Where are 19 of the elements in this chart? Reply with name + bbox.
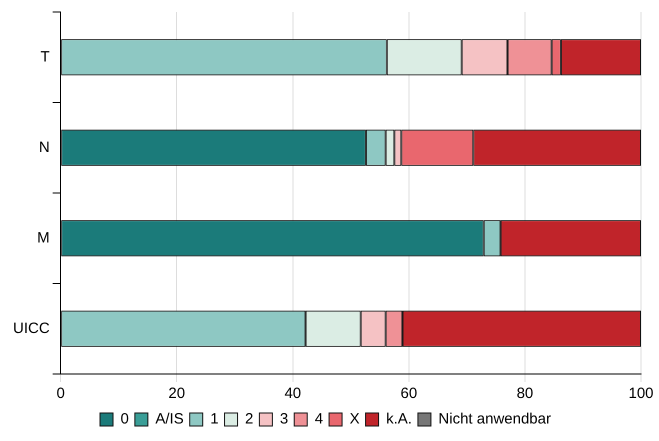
legend-label: A/IS: [155, 410, 184, 428]
x-tick-label: 60: [400, 385, 418, 402]
legend-label: X: [350, 410, 360, 428]
legend-label: Nicht anwendbar: [438, 410, 551, 428]
x-tick-label: 80: [516, 385, 534, 402]
x-tick-label: 40: [284, 385, 302, 402]
x-tick-label: 100: [628, 385, 654, 402]
x-tick-label: 20: [168, 385, 186, 402]
legend-label: 1: [210, 410, 219, 428]
legend-label: k.A.: [386, 410, 412, 428]
y-tick-label: T: [40, 48, 50, 66]
legend-label: 3: [280, 410, 288, 428]
legend-label: 4: [314, 410, 324, 428]
x-tick-label: 0: [56, 385, 65, 402]
legend-label: 0: [120, 410, 129, 428]
y-tick-label: N: [38, 138, 50, 156]
y-tick-label: M: [37, 229, 50, 246]
legend-label: 2: [245, 410, 254, 428]
y-tick-label: UICC: [12, 320, 50, 337]
